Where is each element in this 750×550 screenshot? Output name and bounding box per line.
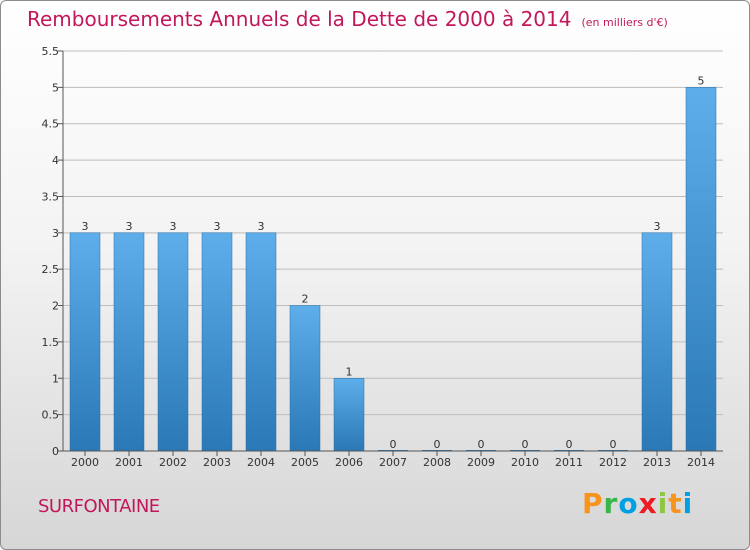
y-tick-label: 2 (52, 300, 59, 313)
data-label: 0 (478, 438, 485, 451)
commune-name: SURFONTAINE (38, 496, 160, 517)
data-label: 3 (82, 220, 89, 233)
data-label: 3 (170, 220, 177, 233)
data-label: 3 (126, 220, 133, 233)
x-tick-label: 2004 (247, 456, 275, 469)
y-tick-label: 5 (52, 81, 59, 94)
x-tick-label: 2001 (115, 456, 143, 469)
data-label: 0 (434, 438, 441, 451)
bar-2001[interactable] (113, 232, 145, 452)
logo-letter: P (582, 487, 604, 520)
data-label: 3 (214, 220, 221, 233)
y-tick-label: 0 (52, 445, 59, 458)
data-label: 0 (390, 438, 397, 451)
chart-title: Remboursements Annuels de la Dette de 20… (27, 7, 572, 31)
data-label: 2 (302, 293, 309, 306)
bar-2003[interactable] (201, 232, 233, 452)
proxiti-logo[interactable]: Proxiti (582, 487, 693, 520)
y-tick-label: 4.5 (42, 118, 60, 131)
x-tick-label: 2009 (467, 456, 495, 469)
logo-letter: o (618, 487, 639, 520)
y-tick-label: 5.5 (42, 45, 60, 58)
data-label: 0 (610, 438, 617, 451)
y-tick-label: 1.5 (42, 336, 60, 349)
bar-2006[interactable] (333, 378, 365, 452)
x-tick-label: 2006 (335, 456, 363, 469)
bar-2000[interactable] (69, 232, 101, 452)
data-label: 3 (654, 220, 661, 233)
x-tick-label: 2013 (643, 456, 671, 469)
x-tick-label: 2003 (203, 456, 231, 469)
data-label: 0 (522, 438, 529, 451)
y-tick-label: 1 (52, 372, 59, 385)
y-tick-label: 3 (52, 227, 59, 240)
bar-2005[interactable] (289, 305, 321, 452)
logo-letter: x (638, 487, 658, 520)
x-tick-label: 2002 (159, 456, 187, 469)
x-tick-label: 2005 (291, 456, 319, 469)
bar-2004[interactable] (245, 232, 277, 452)
y-tick-label: 2.5 (42, 263, 60, 276)
data-label: 5 (698, 74, 705, 87)
x-tick-label: 2007 (379, 456, 407, 469)
logo-letter: i (682, 487, 694, 520)
x-tick-label: 2000 (71, 456, 99, 469)
x-tick-label: 2010 (511, 456, 539, 469)
logo-letter: t (668, 487, 683, 520)
x-tick-label: 2011 (555, 456, 583, 469)
chart-subtitle: (en milliers d'€) (581, 16, 668, 29)
y-tick-label: 4 (52, 154, 59, 167)
x-tick-label: 2008 (423, 456, 451, 469)
data-label: 1 (346, 365, 353, 378)
bar-2014[interactable] (685, 87, 717, 452)
y-tick-label: 0.5 (42, 409, 60, 422)
y-tick-label: 3.5 (42, 190, 60, 203)
x-tick-label: 2012 (599, 456, 627, 469)
data-label: 0 (566, 438, 573, 451)
chart-header: Remboursements Annuels de la Dette de 20… (27, 7, 668, 31)
logo-letter: r (603, 487, 619, 520)
bar-2013[interactable] (641, 232, 673, 452)
x-tick-label: 2014 (687, 456, 715, 469)
bar-2002[interactable] (157, 232, 189, 452)
logo-letter: i (657, 487, 669, 520)
data-label: 3 (258, 220, 265, 233)
